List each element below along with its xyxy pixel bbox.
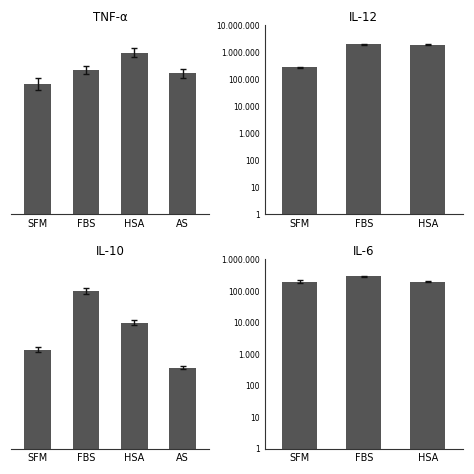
Bar [410,282,445,474]
Bar [346,44,382,474]
Title: IL-10: IL-10 [96,246,125,258]
Bar [169,368,196,449]
Title: IL-12: IL-12 [349,11,378,24]
Bar [73,291,100,449]
Bar [169,73,196,215]
Bar [121,323,148,449]
Bar [24,84,51,215]
Bar [410,45,445,474]
Title: TNF-α: TNF-α [93,11,128,24]
Bar [346,276,382,474]
Bar [73,70,100,215]
Bar [283,67,318,474]
Bar [283,282,318,474]
Title: IL-6: IL-6 [353,246,374,258]
Bar [24,350,51,449]
Bar [121,53,148,215]
